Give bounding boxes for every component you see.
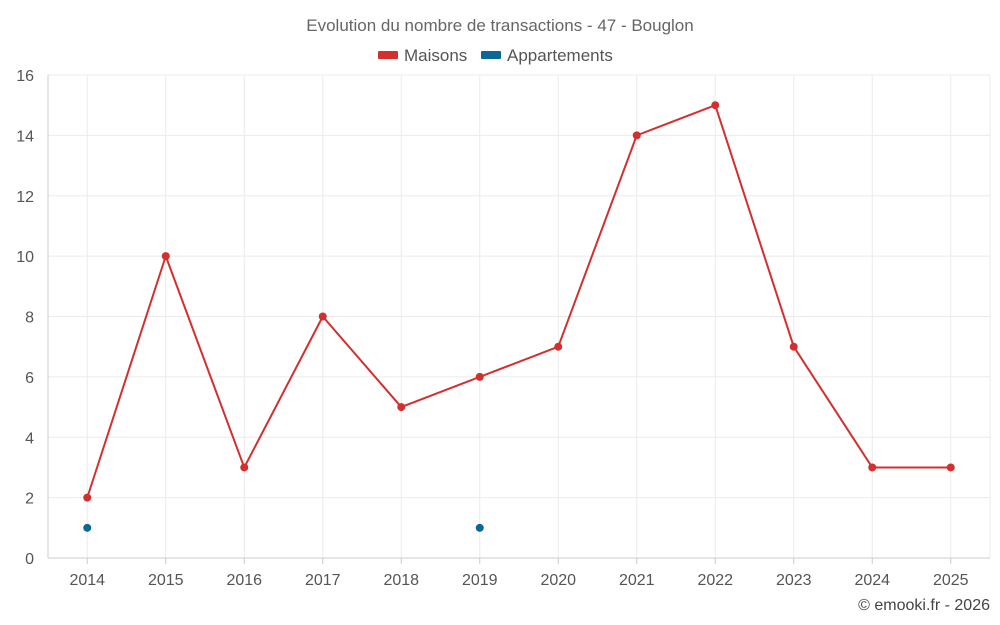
- data-point-maisons[interactable]: [632, 131, 641, 140]
- data-point-maisons[interactable]: [711, 101, 720, 110]
- legend-item-maisons[interactable]: Maisons: [378, 46, 467, 65]
- data-point-maisons[interactable]: [240, 463, 249, 472]
- credit-text: © emooki.fr - 2026: [858, 597, 990, 614]
- x-tick-label: 2016: [226, 572, 262, 589]
- legend-swatch-maisons: [378, 51, 398, 59]
- axes: 0 2 4 6 8 10 12 14 16 2014 2015 2016 2017 2018 2019 202…: [16, 68, 990, 589]
- x-tick-label: 2021: [619, 572, 655, 589]
- data-point-maisons[interactable]: [318, 312, 327, 321]
- legend-label-maisons: Maisons: [404, 46, 467, 65]
- legend-item-appartements[interactable]: Appartements: [481, 46, 613, 65]
- x-tick-label: 2019: [462, 572, 498, 589]
- series-appartements: [83, 523, 484, 532]
- x-tick-label: 2025: [933, 572, 969, 589]
- y-tick-label: 2: [25, 491, 34, 508]
- y-tick-label: 16: [16, 68, 34, 85]
- data-point-appartements[interactable]: [83, 523, 92, 532]
- data-point-maisons[interactable]: [161, 252, 170, 261]
- x-tick-label: 2015: [148, 572, 184, 589]
- x-tick-label: 2023: [776, 572, 812, 589]
- data-point-maisons[interactable]: [946, 463, 955, 472]
- chart-title: Evolution du nombre de transactions - 47…: [306, 16, 693, 35]
- data-point-maisons[interactable]: [868, 463, 877, 472]
- y-tick-label: 4: [25, 430, 34, 447]
- data-point-appartements[interactable]: [475, 523, 484, 532]
- y-tick-label: 14: [16, 128, 34, 145]
- legend: Maisons Appartements: [378, 46, 613, 65]
- data-point-maisons[interactable]: [83, 493, 92, 502]
- legend-swatch-appartements: [481, 51, 501, 59]
- data-point-maisons[interactable]: [397, 403, 406, 412]
- series-line-maisons: [86, 104, 951, 498]
- grid: [48, 74, 991, 558]
- series-maisons: [83, 101, 955, 502]
- x-tick-label: 2017: [305, 572, 341, 589]
- data-point-maisons[interactable]: [789, 342, 798, 351]
- x-tick-label: 2020: [540, 572, 576, 589]
- data-point-maisons[interactable]: [475, 372, 484, 381]
- legend-label-appartements: Appartements: [507, 46, 613, 65]
- x-tick-label: 2024: [854, 572, 890, 589]
- y-tick-label: 0: [25, 551, 34, 568]
- y-tick-label: 8: [25, 310, 34, 327]
- data-point-maisons[interactable]: [554, 342, 563, 351]
- series-layer: [83, 101, 955, 532]
- y-tick-label: 10: [16, 249, 34, 266]
- y-tick-label: 6: [25, 370, 34, 387]
- x-tick-label: 2022: [697, 572, 733, 589]
- y-tick-label: 12: [16, 189, 34, 206]
- x-tick-label: 2018: [383, 572, 419, 589]
- x-tick-label: 2014: [69, 572, 105, 589]
